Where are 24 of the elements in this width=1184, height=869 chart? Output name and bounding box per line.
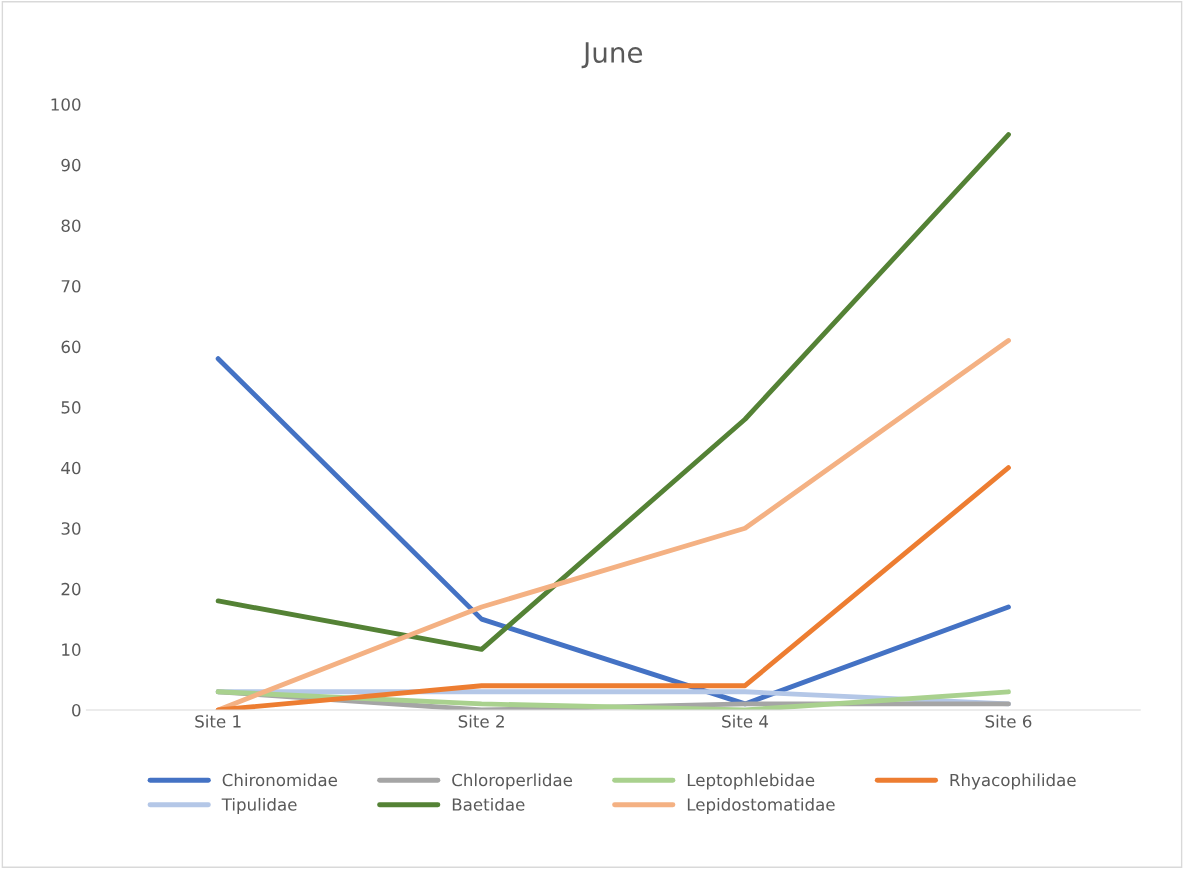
x-tick-label: Site 1 — [195, 714, 241, 728]
legend-label: Chloroperlidae — [452, 773, 573, 790]
legend-label: Rhyacophilidae — [950, 773, 1076, 790]
chart-title: June — [581, 42, 643, 69]
legend-label: Leptophlebidae — [687, 773, 815, 790]
x-tick-label: Site 6 — [985, 714, 1032, 728]
y-tick-label: 70 — [61, 279, 81, 293]
y-tick-label: 0 — [72, 703, 81, 717]
legend-label: Chironomidae — [222, 773, 338, 787]
y-tick-label: 60 — [61, 340, 81, 354]
x-tick-label: Site 2 — [458, 714, 504, 728]
y-tick-label: 100 — [51, 98, 81, 111]
legend-label: Baetidae — [452, 797, 525, 811]
y-tick-label: 80 — [61, 219, 81, 232]
y-tick-label: 30 — [61, 522, 81, 535]
y-tick-label: 10 — [62, 643, 81, 656]
x-tick-label: Site 4 — [722, 714, 769, 728]
legend-label: Tipulidae — [221, 797, 297, 815]
y-tick-label: 20 — [61, 582, 81, 596]
y-tick-label: 40 — [61, 461, 81, 475]
line-series — [215, 132, 1011, 652]
legend-label: Lepidostomatidae — [687, 797, 835, 815]
y-tick-label: 90 — [61, 158, 81, 172]
y-tick-label: 50 — [61, 401, 81, 414]
